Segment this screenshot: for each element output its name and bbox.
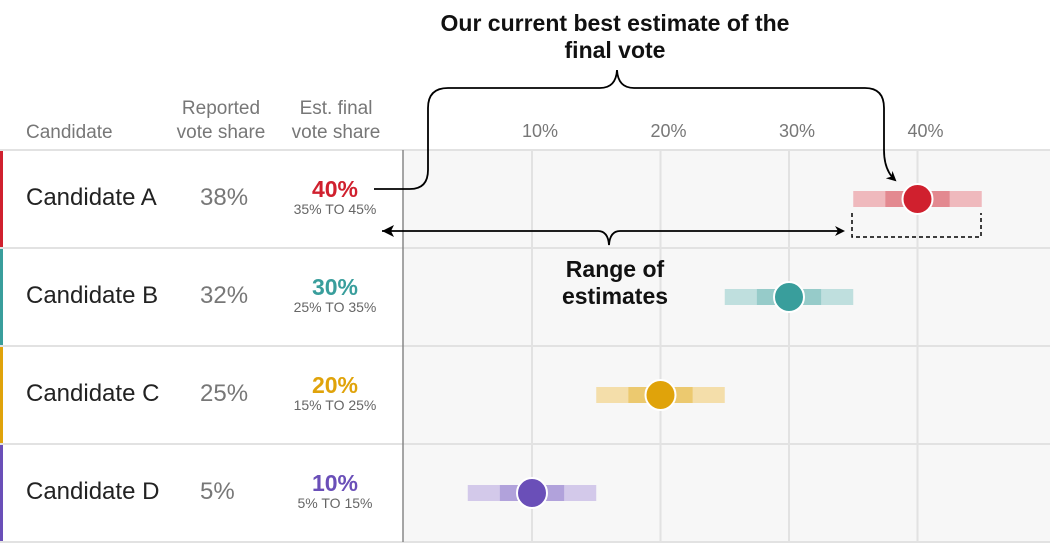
range-dashed-bracket (851, 213, 982, 238)
tick-label: 20% (650, 121, 687, 141)
tick-label: 40% (907, 121, 944, 141)
range-brace-arrow (382, 226, 845, 246)
tick-label: 30% (778, 121, 816, 141)
reported-share: 38% (200, 184, 249, 211)
row-color-bar (0, 249, 3, 345)
range-arrowhead-left (382, 225, 394, 237)
estimate-range: 35% TO 45% (293, 201, 377, 217)
header-reported: Reported vote share (176, 98, 266, 143)
tick-label: 10% (521, 121, 559, 141)
estimate-range: 25% TO 35% (293, 299, 377, 315)
estimate-dot (644, 379, 677, 411)
reported-share: 25% (200, 380, 249, 407)
annotation-range: Range of estimates (561, 256, 669, 309)
row-color-bar (0, 151, 3, 247)
reported-share: 5% (200, 478, 235, 505)
estimate-cell: 40% 35% TO 45% (270, 177, 400, 217)
best-estimate-brace-arrow (374, 69, 897, 190)
candidate-name: Candidate A (26, 184, 157, 211)
header-candidate: Candidate (26, 122, 113, 143)
row-color-bar (0, 445, 3, 541)
estimate-cell: 30% 25% TO 35% (270, 275, 400, 315)
candidate-name: Candidate C (26, 380, 160, 407)
reported-share: 32% (200, 282, 249, 309)
estimate-cell: 10% 5% TO 15% (270, 471, 400, 511)
estimate-value: 20% (311, 372, 359, 398)
estimate-value: 30% (311, 274, 359, 300)
annotation-best-estimate: Our current best estimate of the final v… (440, 10, 790, 63)
estimate-range: 15% TO 25% (293, 397, 377, 413)
estimate-range: 5% TO 15% (297, 495, 373, 511)
row-color-bar (0, 347, 3, 443)
estimate-value: 40% (311, 176, 359, 202)
candidate-name: Candidate B (26, 282, 159, 309)
candidate-name: Candidate D (26, 478, 160, 505)
estimate-dot (516, 477, 548, 509)
estimate-dot (901, 183, 934, 215)
estimate-dot (773, 281, 805, 313)
header-estimated: Est. final vote share (291, 98, 381, 143)
estimate-value: 10% (311, 470, 359, 496)
estimate-cell: 20% 15% TO 25% (270, 373, 400, 413)
